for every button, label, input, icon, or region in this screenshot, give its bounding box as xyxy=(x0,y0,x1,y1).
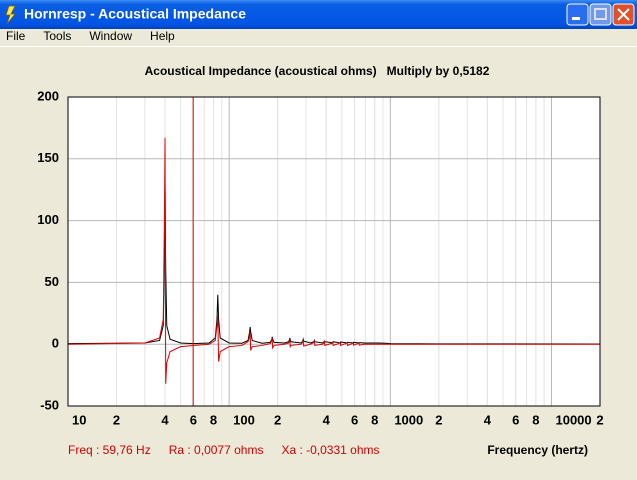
x-tick-label: 2 xyxy=(274,412,281,427)
y-tick-label: 0 xyxy=(52,336,59,351)
x-tick-label: 6 xyxy=(190,412,197,427)
y-tick-label: 100 xyxy=(37,212,59,227)
x-tick-label: 100 xyxy=(233,412,255,427)
x-tick-label: 2 xyxy=(435,412,442,427)
y-tick-label: 150 xyxy=(37,150,59,165)
x-tick-label: 4 xyxy=(161,412,169,427)
x-tick-label: 6 xyxy=(351,412,358,427)
menu-item[interactable]: Window xyxy=(89,29,132,43)
menu-item[interactable]: Help xyxy=(150,29,175,43)
app-icon xyxy=(5,5,16,25)
x-tick-label: 8 xyxy=(210,412,217,427)
marks xyxy=(67,97,601,406)
x-tick-label: 2 xyxy=(596,412,603,427)
x-tick-label: 10000 xyxy=(555,412,591,427)
y-tick-label: 50 xyxy=(45,274,59,289)
x-tick-label: 4 xyxy=(323,412,331,427)
series-line xyxy=(67,185,601,345)
x-tick-label: 4 xyxy=(484,412,492,427)
x-tick-label: 2 xyxy=(113,412,120,427)
maximize-button xyxy=(589,3,612,26)
chart-title: Acoustical Impedance (acoustical ohms) M… xyxy=(145,64,490,78)
x-tick-label: 8 xyxy=(371,412,378,427)
plot-area xyxy=(68,97,600,406)
y-tick-label: -50 xyxy=(40,397,59,412)
title-bar xyxy=(0,0,637,29)
menu-item[interactable]: Tools xyxy=(43,29,71,43)
plot-border xyxy=(67,96,601,407)
x-tick-label: 10 xyxy=(72,412,86,427)
series-line xyxy=(67,137,600,384)
x-tick-label: 8 xyxy=(532,412,539,427)
status-text: Freq : 59,76 Hz xyxy=(68,443,151,457)
status-text: Xa : -0,0331 ohms xyxy=(281,443,379,457)
close-button[interactable] xyxy=(612,3,635,26)
status-bar: Freq : 59,76 Hz Ra : 0,0077 ohms Xa : -0,0… xyxy=(68,443,380,457)
minimize-button[interactable] xyxy=(566,3,589,26)
y-tick-label: 200 xyxy=(37,88,59,103)
window-title: Hornresp - Acoustical Impedance xyxy=(24,6,246,22)
menu-item[interactable]: File xyxy=(6,29,26,43)
menu-bar: File Tools Window Help xyxy=(6,29,175,43)
x-tick-label: 6 xyxy=(512,412,519,427)
x-axis-label: Frequency (hertz) xyxy=(487,443,588,457)
separator xyxy=(0,46,637,47)
x-tick-label: 1000 xyxy=(394,412,423,427)
status-text: Ra : 0,0077 ohms xyxy=(169,443,264,457)
